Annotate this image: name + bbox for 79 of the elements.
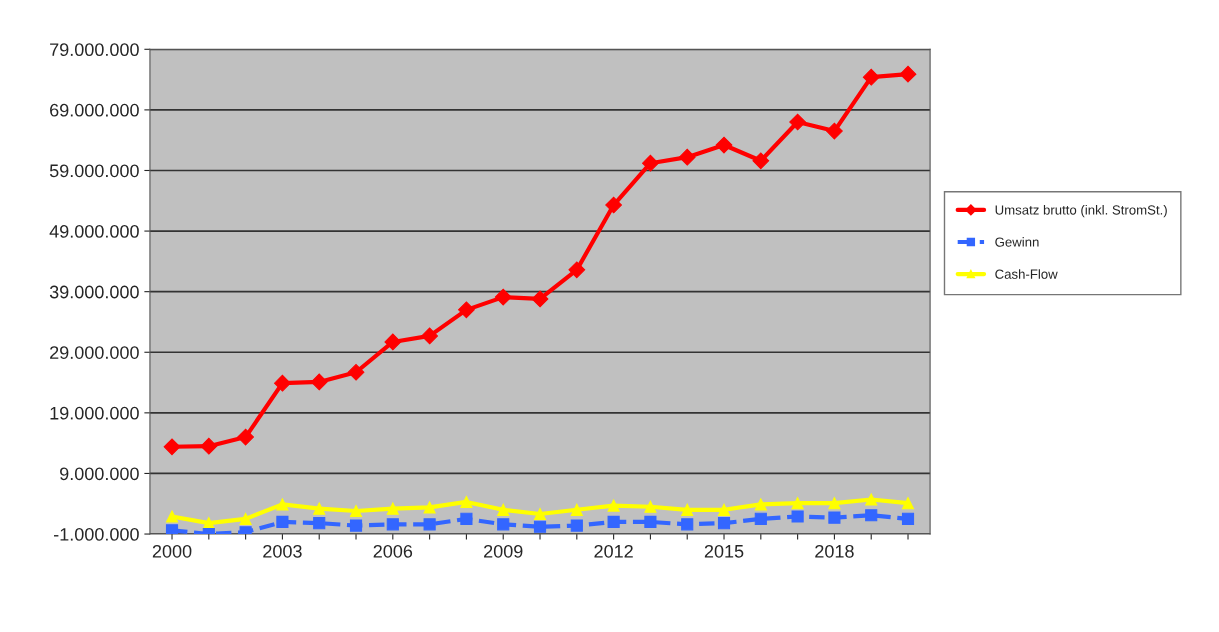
point	[570, 503, 583, 516]
point	[899, 65, 917, 83]
point	[497, 518, 510, 531]
point	[717, 503, 731, 516]
x-tick-label: 2009	[484, 544, 523, 558]
point	[754, 512, 767, 525]
point	[752, 152, 770, 170]
point	[313, 502, 326, 515]
point	[276, 515, 289, 528]
y-tick-label: 29.000.000	[50, 346, 139, 359]
y-tick-label: 19.000.000	[50, 406, 139, 420]
point	[644, 500, 657, 513]
point	[313, 517, 326, 530]
point	[791, 497, 804, 510]
point	[460, 495, 473, 508]
y-tick-label: 9.000.000	[60, 467, 139, 481]
point	[570, 519, 583, 532]
y-tick-label: 49.000.000	[49, 225, 139, 238]
point	[828, 511, 841, 524]
legend-label: Gewinn	[995, 237, 1039, 247]
x-tick-label: 2012	[594, 544, 633, 558]
point	[681, 503, 694, 516]
point	[200, 437, 218, 455]
point	[237, 428, 254, 446]
point	[531, 290, 549, 308]
point	[791, 510, 804, 523]
point	[349, 519, 363, 532]
point	[568, 261, 586, 279]
point	[533, 520, 547, 533]
legend-label: Cash-Flow	[995, 269, 1058, 279]
point	[165, 510, 179, 523]
point	[423, 518, 436, 531]
point	[828, 497, 841, 510]
point	[789, 113, 806, 131]
point	[460, 512, 473, 525]
x-tick-label: 2003	[263, 544, 302, 558]
point	[165, 524, 179, 535]
point	[497, 503, 510, 516]
point	[681, 518, 694, 531]
point	[349, 504, 363, 518]
point	[644, 515, 657, 528]
point	[386, 518, 399, 531]
x-tick-label: 2000	[152, 544, 192, 558]
point	[754, 498, 767, 511]
point	[239, 512, 252, 525]
point	[678, 148, 696, 166]
point	[642, 154, 659, 172]
y-tick-label: 39.000.000	[49, 285, 139, 299]
y-tick-label: 69.000.000	[50, 103, 139, 117]
point	[421, 327, 438, 345]
point	[494, 288, 512, 306]
y-tick-label: 79.000.000	[50, 43, 139, 57]
point	[274, 374, 291, 392]
point	[384, 333, 402, 351]
y-tick-label: -1.000.000	[53, 527, 139, 541]
x-tick-label: 2015	[704, 544, 744, 558]
point	[865, 493, 878, 506]
point	[826, 122, 843, 140]
point	[605, 196, 622, 214]
point	[386, 502, 399, 515]
point	[607, 499, 620, 512]
point	[901, 497, 915, 510]
point	[862, 68, 880, 86]
point	[458, 301, 475, 319]
point	[276, 498, 289, 511]
x-tick-label: 2006	[373, 544, 413, 558]
point	[533, 507, 547, 521]
point	[715, 136, 733, 154]
point	[901, 512, 915, 525]
point	[423, 501, 436, 514]
point	[310, 373, 328, 391]
point	[607, 515, 620, 528]
point	[717, 517, 731, 530]
point	[347, 363, 365, 381]
x-tick-label: 2018	[815, 544, 854, 558]
legend-label: Umsatz brutto (inkl. StromSt.)	[995, 204, 1167, 218]
y-tick-label: 59.000.000	[49, 164, 139, 178]
point	[163, 438, 181, 456]
point	[865, 509, 878, 522]
